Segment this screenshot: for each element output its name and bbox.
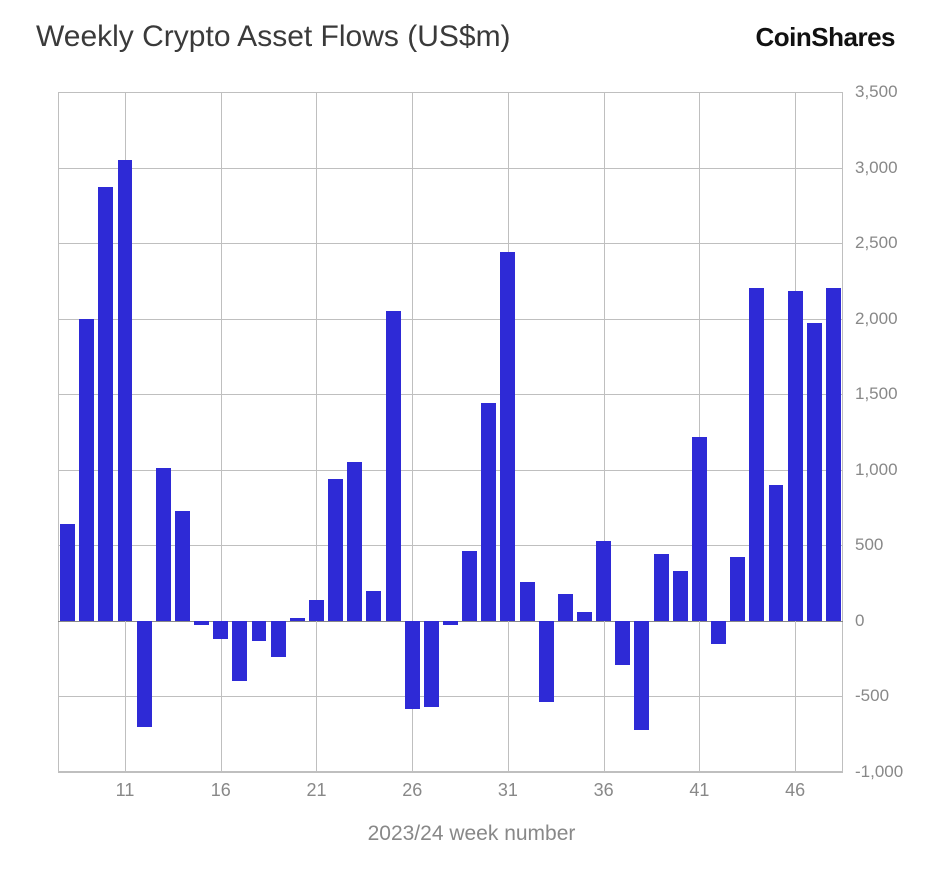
bar	[443, 621, 458, 626]
bar	[481, 403, 496, 621]
bar	[424, 621, 439, 707]
bar	[213, 621, 228, 639]
bar	[60, 524, 75, 621]
bar	[596, 541, 611, 621]
bar	[194, 621, 209, 626]
plot-border	[58, 92, 843, 772]
bar	[730, 557, 745, 620]
plot-area	[58, 92, 843, 772]
bar	[692, 437, 707, 621]
bar	[328, 479, 343, 621]
y-tick-label: 2,000	[855, 309, 898, 329]
gridline-h	[58, 394, 843, 395]
bar	[271, 621, 286, 657]
bar	[232, 621, 247, 681]
bar	[366, 591, 381, 621]
y-tick-label: -500	[855, 686, 889, 706]
bar	[252, 621, 267, 641]
bar	[769, 485, 784, 621]
bar	[826, 288, 841, 620]
y-tick-label: 500	[855, 535, 883, 555]
bar	[347, 462, 362, 621]
bar	[118, 160, 133, 621]
gridline-h	[58, 92, 843, 93]
brand-logo-text: CoinShares	[756, 22, 896, 53]
x-tick-label: 21	[306, 780, 326, 801]
bar	[386, 311, 401, 621]
bar	[788, 291, 803, 620]
gridline-v	[316, 92, 317, 772]
gridline-v	[604, 92, 605, 772]
chart-header: Weekly Crypto Asset Flows (US$m) CoinSha…	[20, 20, 923, 54]
y-tick-label: 3,000	[855, 158, 898, 178]
bar	[539, 621, 554, 703]
bar	[98, 187, 113, 621]
x-tick-label: 41	[689, 780, 709, 801]
chart-title: Weekly Crypto Asset Flows (US$m)	[36, 20, 511, 54]
y-tick-label: 1,000	[855, 460, 898, 480]
bar	[807, 323, 822, 621]
x-tick-label: 36	[594, 780, 614, 801]
gridline-h	[58, 772, 843, 773]
bar	[615, 621, 630, 665]
y-tick-label: 0	[855, 611, 864, 631]
bar	[577, 612, 592, 621]
bar	[156, 468, 171, 621]
gridline-h	[58, 696, 843, 697]
bar	[520, 582, 535, 621]
gridline-v	[699, 92, 700, 772]
gridline-h	[58, 470, 843, 471]
bar	[558, 594, 573, 621]
gridline-h	[58, 319, 843, 320]
bar	[175, 511, 190, 621]
bar	[654, 554, 669, 620]
gridline-h	[58, 243, 843, 244]
bar	[711, 621, 726, 644]
chart-container: Weekly Crypto Asset Flows (US$m) CoinSha…	[0, 0, 933, 887]
bar	[500, 252, 515, 621]
y-tick-label: 2,500	[855, 233, 898, 253]
x-tick-label: 11	[116, 780, 135, 801]
y-tick-label: 3,500	[855, 82, 898, 102]
bar	[462, 551, 477, 621]
bar	[290, 618, 305, 621]
x-tick-label: 46	[785, 780, 805, 801]
bar	[405, 621, 420, 709]
bar	[634, 621, 649, 730]
gridline-v	[221, 92, 222, 772]
gridline-h	[58, 168, 843, 169]
y-tick-label: -1,000	[855, 762, 903, 782]
bar	[79, 319, 94, 621]
bar	[137, 621, 152, 727]
bar	[309, 600, 324, 621]
x-tick-label: 26	[402, 780, 422, 801]
y-tick-label: 1,500	[855, 384, 898, 404]
x-axis-label: 2023/24 week number	[368, 822, 576, 846]
x-tick-label: 31	[498, 780, 518, 801]
bar	[749, 288, 764, 620]
x-tick-label: 16	[211, 780, 231, 801]
chart-area: 2023/24 week number -1,000 -500 0 500 1,000 1…	[20, 72, 923, 852]
bar	[673, 571, 688, 621]
